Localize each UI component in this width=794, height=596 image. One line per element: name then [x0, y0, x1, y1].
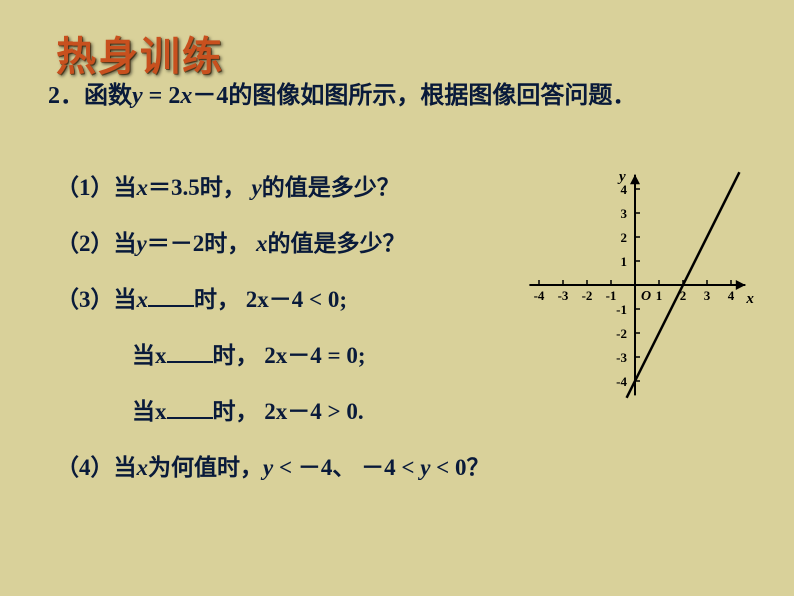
q4-label: （4）当: [56, 455, 137, 480]
q3c-tail: 时， 2x－4 > 0.: [213, 399, 364, 424]
svg-text:-4: -4: [616, 374, 627, 389]
blank-2: [167, 342, 213, 363]
var-x: x: [180, 83, 192, 109]
problem-eq: = 2: [143, 83, 181, 109]
q1-label: （1）当: [56, 175, 137, 200]
q4-var-y: y: [263, 455, 273, 480]
blank-1: [148, 286, 194, 307]
var-y: y: [132, 83, 143, 109]
svg-text:-2: -2: [616, 326, 627, 341]
q2-tail: 的值是多少？: [267, 231, 405, 256]
graph-svg: -4-3-2-11234-4-3-2-11234xyO: [500, 150, 770, 420]
question-3b: 当x 时， 2x－4 = 0;: [132, 336, 490, 370]
question-2: （2）当y＝－2时， x的值是多少？: [56, 224, 490, 258]
svg-text:-1: -1: [606, 288, 617, 303]
problem-suffix: －4的图像如图所示，根据图像回答问题．: [192, 83, 636, 109]
svg-text:1: 1: [656, 288, 663, 303]
svg-text:y: y: [617, 169, 626, 185]
q4-mid: 为何值时，: [148, 455, 263, 480]
q1-var-x: x: [137, 175, 149, 200]
function-graph: -4-3-2-11234-4-3-2-11234xyO: [500, 150, 770, 420]
svg-text:4: 4: [728, 288, 735, 303]
svg-text:2: 2: [621, 230, 628, 245]
question-3c: 当x 时， 2x－4 > 0.: [132, 392, 490, 426]
question-1: （1）当x＝3.5时， y的值是多少？: [56, 168, 490, 202]
question-3a: （3）当x 时， 2x－4 < 0;: [56, 280, 490, 314]
q2-mid: ＝－2时，: [147, 231, 256, 256]
svg-text:O: O: [641, 289, 651, 304]
q4-var-x: x: [137, 455, 149, 480]
svg-text:1: 1: [621, 254, 628, 269]
q4-var-y2: y: [420, 455, 430, 480]
q1-mid: ＝3.5时，: [148, 175, 252, 200]
q2-var-x: x: [256, 231, 268, 256]
question-list: （1）当x＝3.5时， y的值是多少？ （2）当y＝－2时， x的值是多少？ （…: [56, 168, 490, 504]
q1-tail: 的值是多少？: [262, 175, 400, 200]
q3c-label: 当x: [132, 399, 167, 424]
q1-var-y: y: [252, 175, 262, 200]
svg-text:3: 3: [621, 206, 628, 221]
q3b-tail: 时， 2x－4 = 0;: [213, 343, 366, 368]
svg-text:-3: -3: [616, 350, 627, 365]
blank-3: [167, 398, 213, 419]
problem-prefix: 2．函数: [48, 83, 132, 109]
q2-var-y: y: [137, 231, 147, 256]
question-4: （4）当x为何值时，y < －4、 －4 < y < 0？: [56, 448, 490, 482]
svg-text:x: x: [745, 291, 754, 307]
svg-text:-3: -3: [558, 288, 569, 303]
q4-tail: < －4、 －4 <: [273, 455, 420, 480]
svg-text:-4: -4: [534, 288, 545, 303]
q3a-var: x: [137, 287, 149, 312]
q3a-label: （3）当: [56, 287, 137, 312]
q3a-tail: 时， 2x－4 < 0;: [194, 287, 347, 312]
svg-text:-2: -2: [582, 288, 593, 303]
problem-stem: 2．函数y = 2x－4的图像如图所示，根据图像回答问题．: [48, 78, 748, 114]
q3b-label: 当x: [132, 343, 167, 368]
svg-text:-1: -1: [616, 302, 627, 317]
svg-text:3: 3: [704, 288, 711, 303]
q4-tail2: < 0？: [430, 455, 489, 480]
page-title: 热身训练: [56, 24, 224, 82]
q2-label: （2）当: [56, 231, 137, 256]
